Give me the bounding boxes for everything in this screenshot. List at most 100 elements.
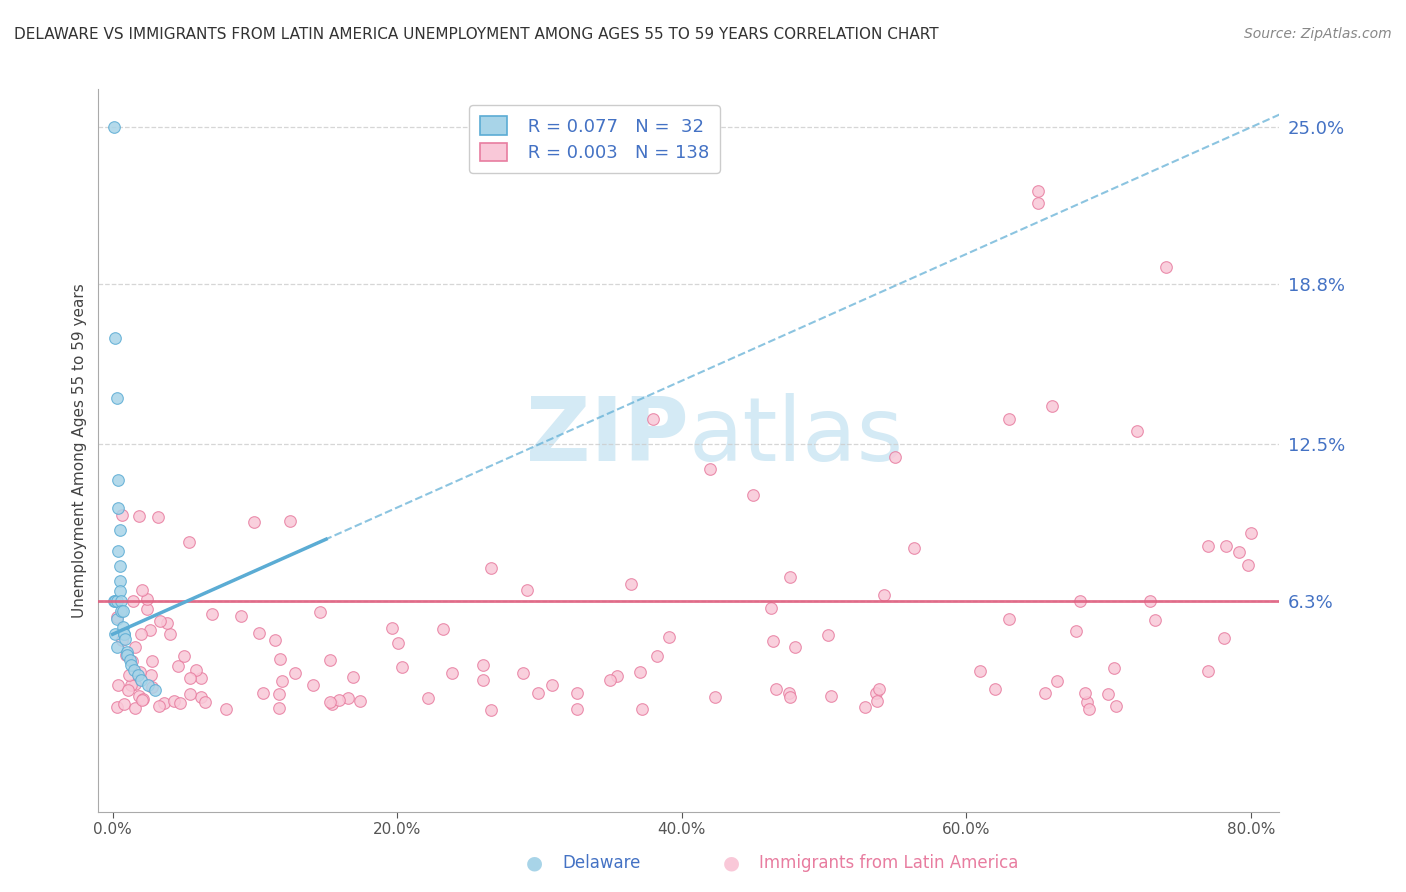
Text: atlas: atlas (689, 392, 904, 480)
Point (1078, 702, 1101, 716)
Point (131, 693, 153, 707)
Point (163, 693, 186, 707)
Point (643, 411, 665, 425)
Point (606, 669, 628, 683)
Point (107, 473, 129, 487)
Point (110, 594, 132, 608)
Point (471, 673, 494, 687)
Point (599, 673, 621, 688)
Text: DELAWARE VS IMMIGRANTS FROM LATIN AMERICA UNEMPLOYMENT AMONG AGES 55 TO 59 YEARS: DELAWARE VS IMMIGRANTS FROM LATIN AMERIC… (14, 27, 939, 42)
Point (512, 665, 534, 680)
Point (1227, 545, 1250, 559)
Point (143, 683, 166, 698)
Point (853, 700, 876, 714)
Point (108, 558, 131, 573)
Legend:  R = 0.077   N =  32,  R = 0.003   N = 138: R = 0.077 N = 32, R = 0.003 N = 138 (470, 105, 720, 173)
Point (1154, 260, 1177, 274)
Point (149, 614, 172, 628)
Point (762, 634, 785, 648)
Point (122, 593, 145, 607)
Point (112, 627, 135, 641)
Point (440, 665, 463, 680)
Point (104, 594, 127, 608)
Point (132, 692, 155, 706)
Point (105, 392, 128, 406)
Point (122, 663, 145, 677)
Point (778, 686, 800, 700)
Point (179, 672, 201, 686)
Point (703, 690, 725, 705)
Point (903, 541, 925, 556)
Point (231, 608, 253, 623)
Point (159, 627, 181, 641)
Point (1026, 184, 1049, 198)
Point (138, 624, 160, 638)
Point (156, 616, 179, 631)
Point (1076, 695, 1098, 709)
Point (247, 626, 270, 640)
Point (108, 584, 131, 599)
Point (201, 607, 224, 621)
Point (1105, 698, 1128, 713)
Point (765, 682, 787, 697)
Point (105, 612, 128, 626)
Point (541, 678, 564, 692)
Point (121, 654, 143, 668)
Point (105, 699, 128, 714)
Point (131, 583, 153, 598)
Point (103, 594, 125, 608)
Point (120, 657, 142, 672)
Point (252, 686, 274, 700)
Point (184, 663, 207, 677)
Point (342, 670, 364, 684)
Point (866, 694, 889, 708)
Point (779, 570, 801, 584)
Point (865, 686, 887, 700)
Point (136, 601, 159, 615)
Point (105, 640, 128, 654)
Point (112, 698, 135, 712)
Point (115, 648, 138, 662)
Point (328, 693, 350, 707)
Point (148, 698, 170, 713)
Point (872, 588, 894, 602)
Point (127, 668, 149, 682)
Point (699, 462, 721, 476)
Text: ●: ● (723, 854, 740, 873)
Point (107, 677, 129, 691)
Point (105, 610, 128, 624)
Point (416, 690, 439, 705)
Point (321, 698, 343, 712)
Point (820, 689, 842, 703)
Text: Immigrants from Latin America: Immigrants from Latin America (759, 855, 1018, 872)
Point (1212, 631, 1234, 645)
Point (631, 702, 654, 716)
Point (337, 690, 360, 705)
Point (1102, 661, 1125, 675)
Point (118, 667, 141, 681)
Point (381, 621, 404, 635)
Point (267, 687, 290, 701)
Point (153, 697, 176, 711)
Point (104, 627, 127, 641)
Point (129, 665, 152, 680)
Point (1237, 558, 1260, 573)
Point (124, 677, 146, 691)
Point (779, 690, 801, 705)
Point (104, 331, 127, 345)
Point (105, 594, 128, 608)
Point (1074, 686, 1097, 700)
Point (108, 524, 131, 538)
Point (124, 640, 146, 654)
Point (173, 648, 195, 663)
Point (785, 640, 807, 654)
Point (1139, 593, 1161, 607)
Point (284, 666, 307, 681)
Point (742, 488, 765, 502)
Point (129, 673, 152, 687)
Point (527, 686, 550, 700)
Point (146, 510, 169, 524)
Point (565, 686, 588, 700)
Point (267, 700, 290, 714)
Point (391, 660, 413, 674)
